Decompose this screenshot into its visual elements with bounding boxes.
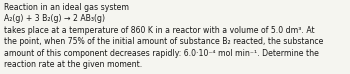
Text: the point, when 75% of the initial amount of substance B₂ reacted, the substance: the point, when 75% of the initial amoun… xyxy=(4,37,323,46)
Text: takes place at a temperature of 860 K in a reactor with a volume of 5.0 dm³. At: takes place at a temperature of 860 K in… xyxy=(4,26,315,35)
Text: amount of this component decreases rapidly: 6.0·10⁻⁴ mol min⁻¹. Determine the: amount of this component decreases rapid… xyxy=(4,49,319,58)
Text: Reaction in an ideal gas system: Reaction in an ideal gas system xyxy=(4,3,129,12)
Text: reaction rate at the given moment.: reaction rate at the given moment. xyxy=(4,60,142,69)
Text: A₂(g) + 3 B₂(g) → 2 AB₃(g): A₂(g) + 3 B₂(g) → 2 AB₃(g) xyxy=(4,14,105,23)
